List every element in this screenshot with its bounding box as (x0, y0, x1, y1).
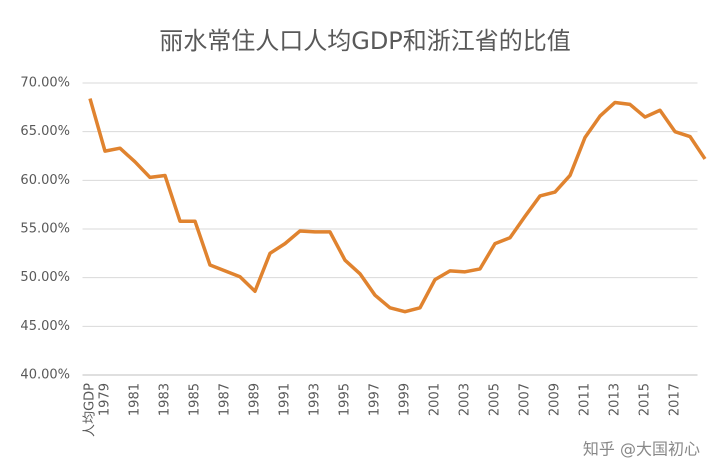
x-tick-label: 2011 (578, 383, 593, 416)
x-tick-label: 2005 (488, 383, 503, 416)
chart-title: 丽水常住人口人均GDP和浙江省的比值 (159, 27, 571, 55)
x-tick-label: 1983 (158, 383, 173, 416)
x-tick-label: 1979 (98, 383, 113, 416)
data-line (88, 98, 707, 314)
y-tick-label: 55.00% (20, 222, 70, 237)
x-tick-label: 2001 (428, 383, 443, 416)
x-tick-label: 2009 (548, 383, 563, 416)
y-tick-label: 60.00% (20, 173, 70, 188)
x-tick-label: 1993 (308, 383, 323, 416)
x-tick-label: 1997 (368, 383, 383, 416)
y-tick-label: 45.00% (20, 319, 70, 334)
x-tick-label: 2013 (608, 383, 623, 416)
y-tick-label: 65.00% (20, 124, 70, 139)
x-tick-label: 1987 (218, 383, 233, 416)
x-tick-label: 2017 (668, 383, 683, 416)
y-tick-label: 50.00% (20, 270, 70, 285)
y-tick-label: 70.00% (20, 76, 70, 91)
watermark: 知乎 @大国初心 (583, 440, 700, 459)
x-tick-label: 1989 (248, 383, 263, 416)
x-tick-label: 2007 (518, 383, 533, 416)
x-tick-label: 1995 (338, 383, 353, 416)
x-tick-label: 2003 (458, 383, 473, 416)
x-tick-label: 1999 (398, 383, 413, 416)
x-tick-label: 人均GDP (83, 383, 98, 437)
x-tick-label: 1991 (278, 383, 293, 416)
x-tick-label: 1985 (188, 383, 203, 416)
y-tick-label: 40.00% (20, 368, 70, 383)
x-tick-label: 2015 (638, 383, 653, 416)
x-tick-label: 1981 (128, 383, 143, 416)
